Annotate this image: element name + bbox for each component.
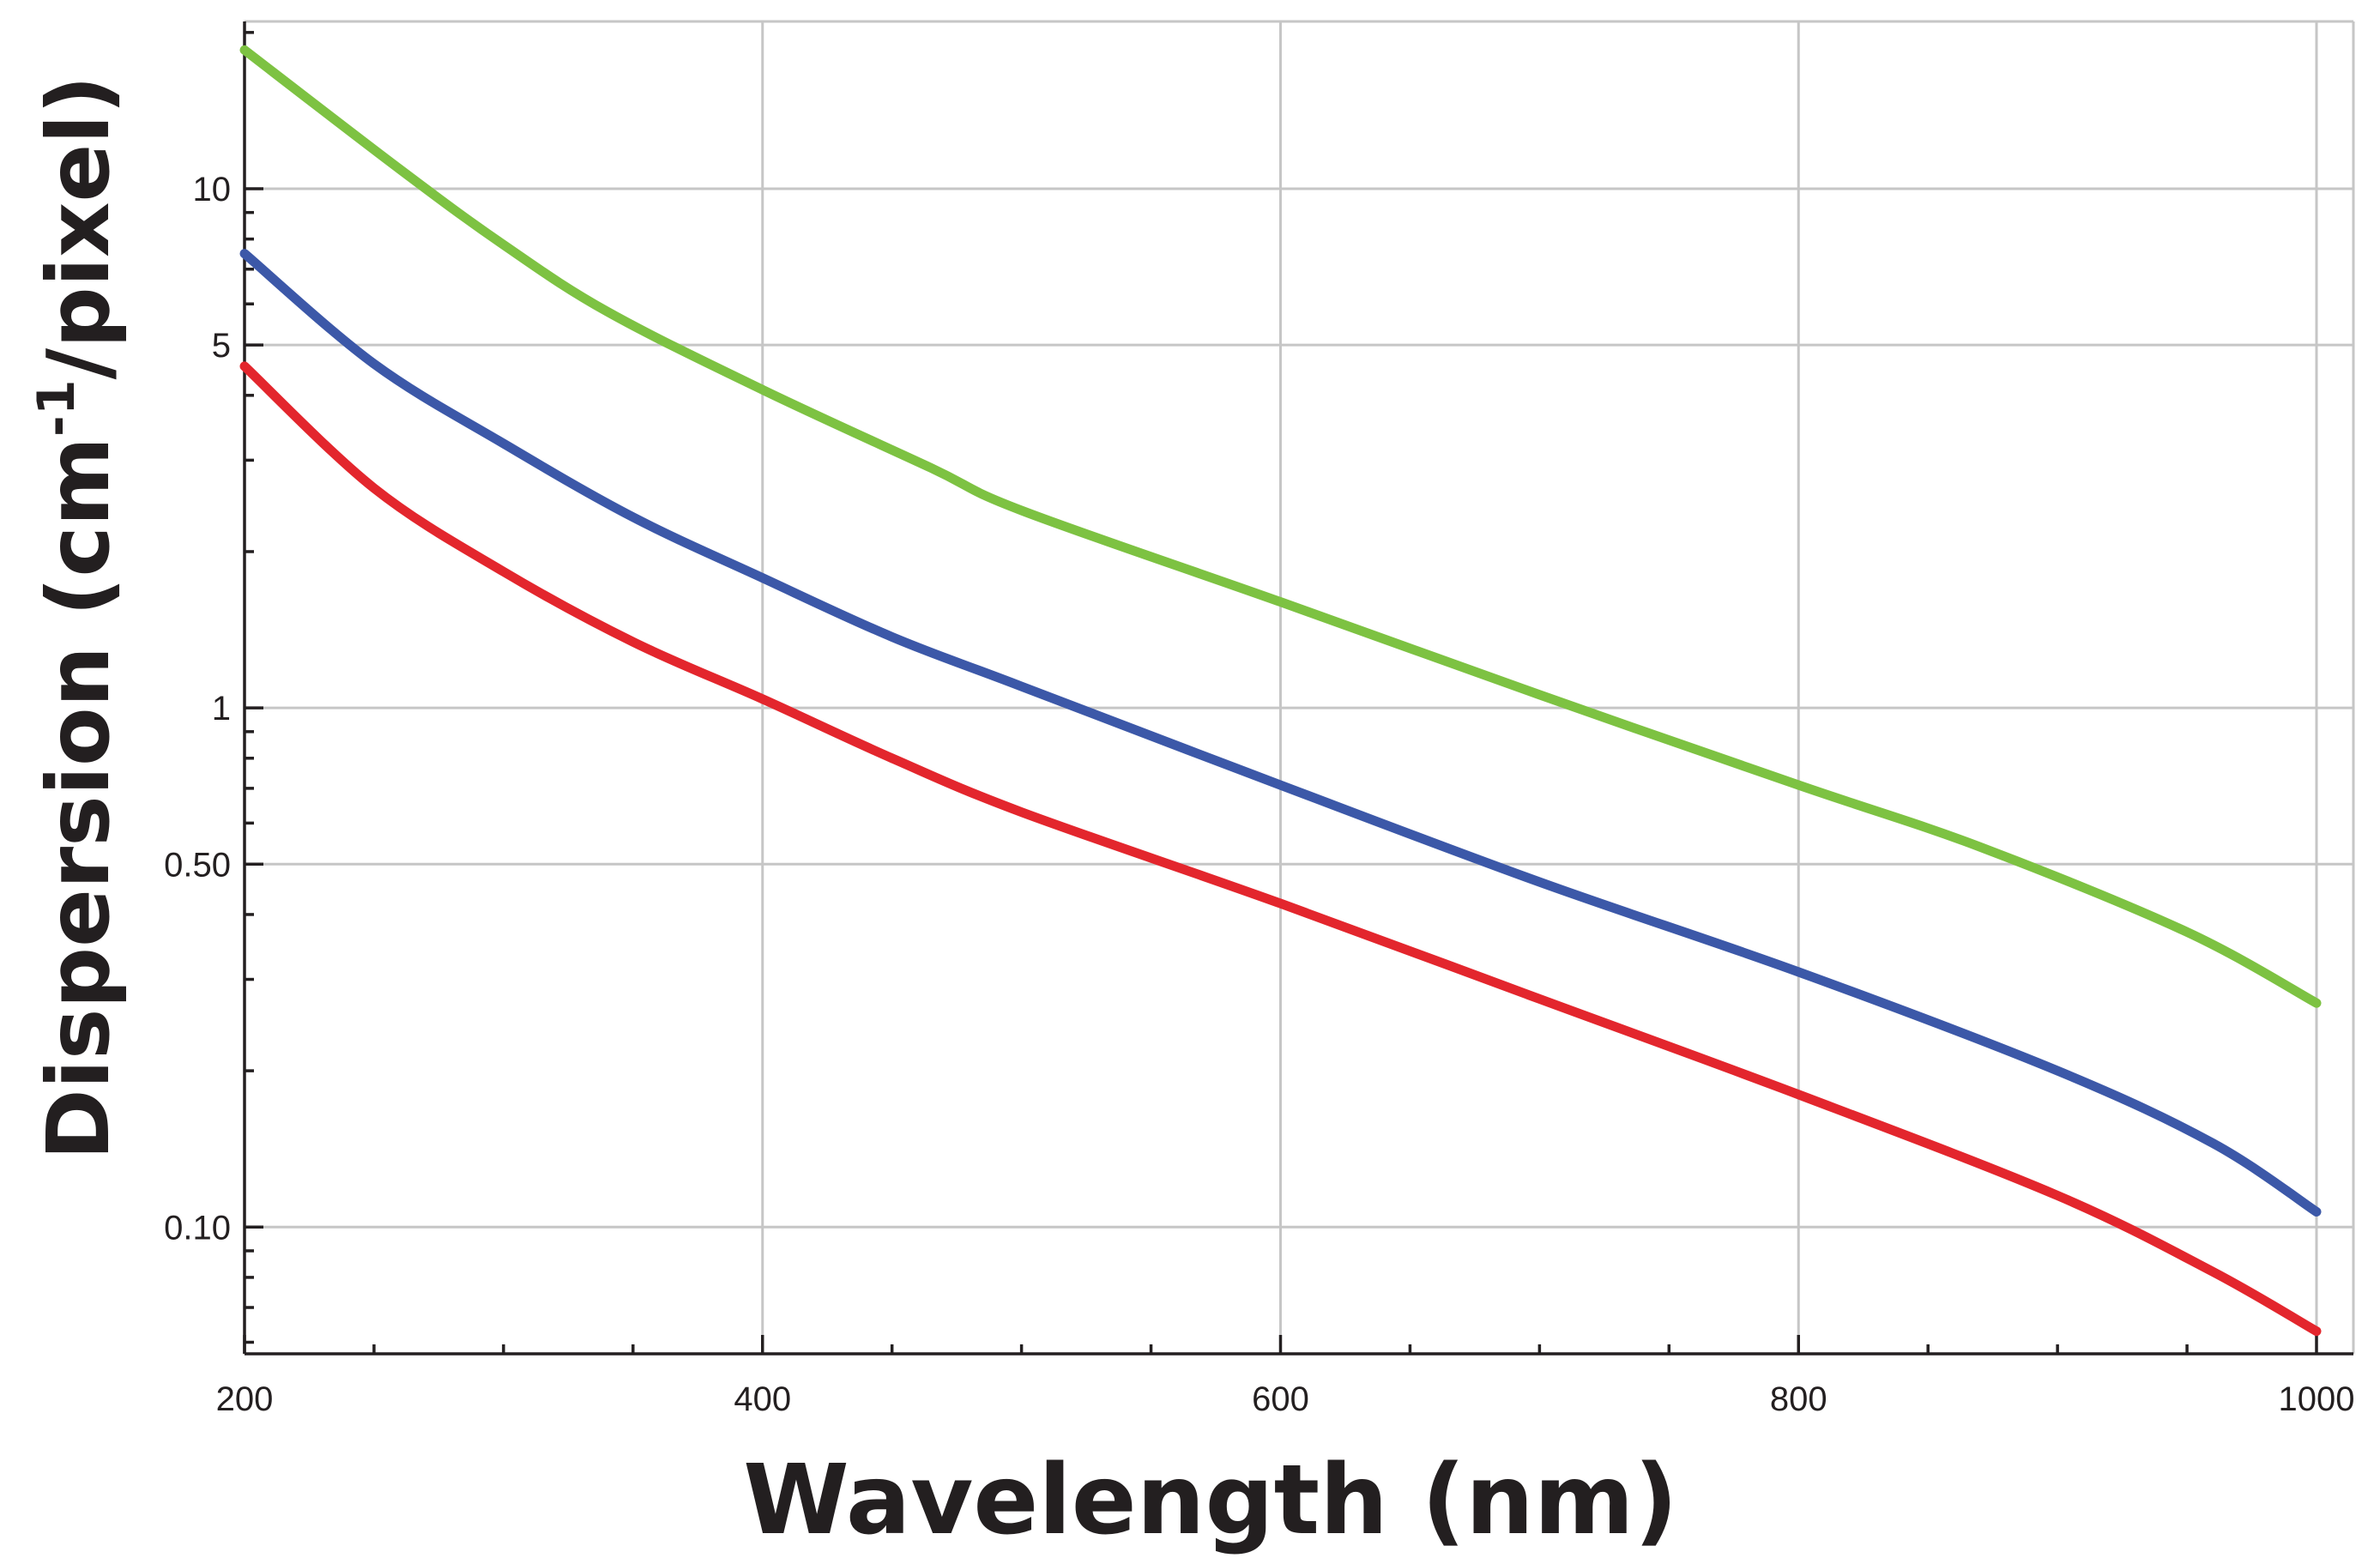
series-line-blue	[239, 249, 2322, 1217]
x-tick-label-600: 600	[1252, 1380, 1309, 1418]
series-group	[239, 45, 2322, 1337]
series-line-red	[239, 361, 2322, 1337]
y-tick-label-0.10: 0.10	[164, 1209, 231, 1247]
y-tick-label-1: 1	[212, 690, 231, 728]
y-axis-title-superscript: -1	[27, 379, 87, 437]
x-tick-label-400: 400	[734, 1380, 791, 1418]
grid	[243, 20, 2355, 1354]
x-tick-label-1000: 1000	[2279, 1380, 2355, 1418]
y-axis-title-main: Dispersion (cm	[28, 437, 129, 1160]
y-tick-label-10: 10	[193, 171, 232, 208]
y-axis-title-suffix: /pixel)	[28, 75, 129, 380]
y-axis-title: Dispersion (cm-1/pixel)	[27, 75, 129, 1161]
series-line-green	[239, 45, 2322, 1008]
y-tick-label-0.50: 0.50	[164, 846, 231, 884]
axes	[243, 21, 2353, 1356]
y-tick-labels: 10 5 1 0.50 0.10	[164, 171, 231, 1247]
x-axis-title: Wavelength (nm)	[743, 1445, 1677, 1556]
x-tick-label-200: 200	[216, 1380, 274, 1418]
x-tick-labels: 200 400 600 800 1000	[216, 1380, 2355, 1418]
x-tick-label-800: 800	[1770, 1380, 1827, 1418]
y-tick-label-5: 5	[212, 327, 231, 365]
